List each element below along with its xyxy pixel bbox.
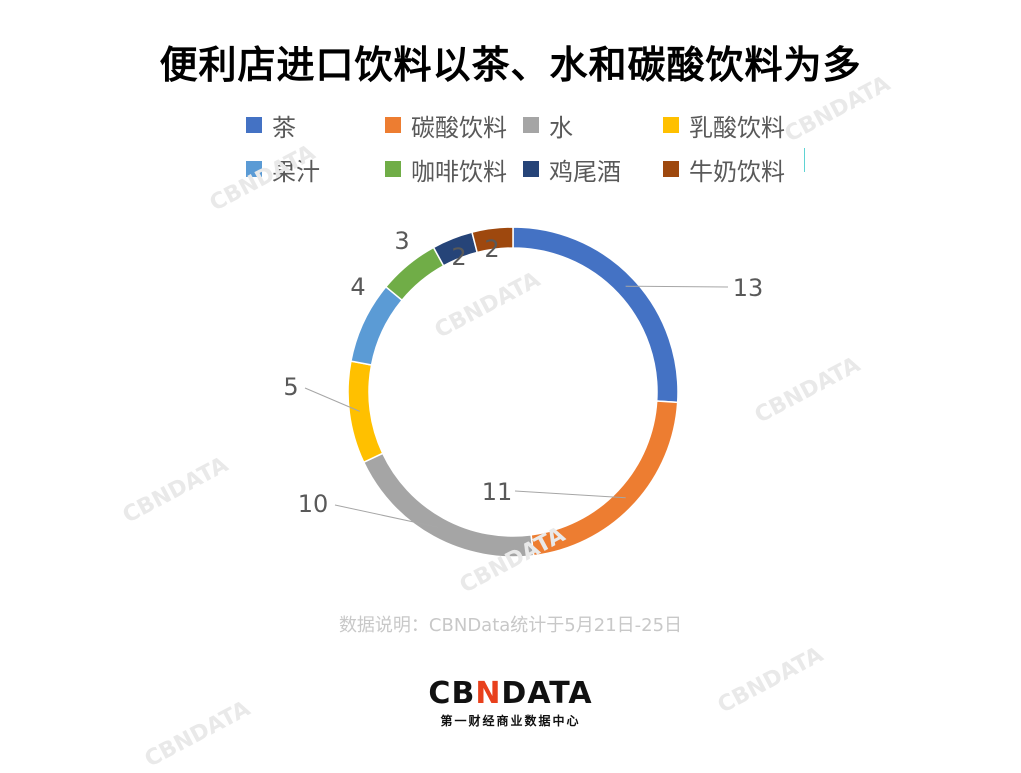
legend-swatch [246,161,262,177]
legend-item: 碳酸饮料 [385,108,507,142]
data-label: 2 [484,235,499,263]
legend-swatch [663,117,679,133]
brand-logo-accent: N [475,676,502,711]
legend-item: 乳酸饮料 [663,108,785,142]
data-label: 10 [298,490,329,518]
legend-edge-line [804,148,805,172]
legend-item: 咖啡饮料 [385,152,507,186]
brand-logo-right: DATA [501,676,593,711]
legend-label: 果汁 [272,157,320,186]
leader-line [625,285,729,288]
leader-line [304,387,360,412]
legend-item: 水 [523,108,573,142]
brand-subtitle: 第一财经商业数据中心 [440,714,581,728]
data-label: 4 [350,273,365,301]
donut-slice [471,226,514,254]
donut-slice [512,226,679,404]
legend-item: 茶 [246,108,296,142]
donut-slice [530,400,679,557]
data-label: 3 [394,227,409,255]
leader-line [514,490,626,499]
data-label: 2 [451,243,466,271]
donut-chart: 13 11 10 5 4 3 2 2 [283,226,764,558]
legend-item: 牛奶饮料 [663,152,785,186]
legend-item: 果汁 [246,152,320,186]
legend-label: 碳酸饮料 [411,113,507,142]
chart-title: 便利店进口饮料以茶、水和碳酸饮料为多 [159,43,862,87]
data-label: 13 [733,274,764,302]
legend-label: 牛奶饮料 [689,157,785,186]
legend-swatch [246,117,262,133]
legend-label: 茶 [272,113,296,142]
data-label: 11 [482,478,513,506]
donut-slice [347,360,384,464]
donut-slice [384,246,445,302]
legend-item: 鸡尾酒 [523,152,621,186]
leader-line [334,504,439,528]
legend-swatch [663,161,679,177]
brand-logo-left: CB [428,676,476,711]
brand-logo: CBNDATA 第一财经商业数据中心 [0,676,1021,729]
data-note: 数据说明：CBNData统计于5月21日-25日 [338,615,683,636]
legend-label: 乳酸饮料 [689,113,785,142]
legend-swatch [385,161,401,177]
data-label: 5 [283,373,298,401]
legend-swatch [385,117,401,133]
legend-label: 水 [549,113,573,142]
legend-swatch [523,117,539,133]
legend-label: 鸡尾酒 [549,157,621,186]
legend-swatch [523,161,539,177]
legend-label: 咖啡饮料 [411,157,507,186]
